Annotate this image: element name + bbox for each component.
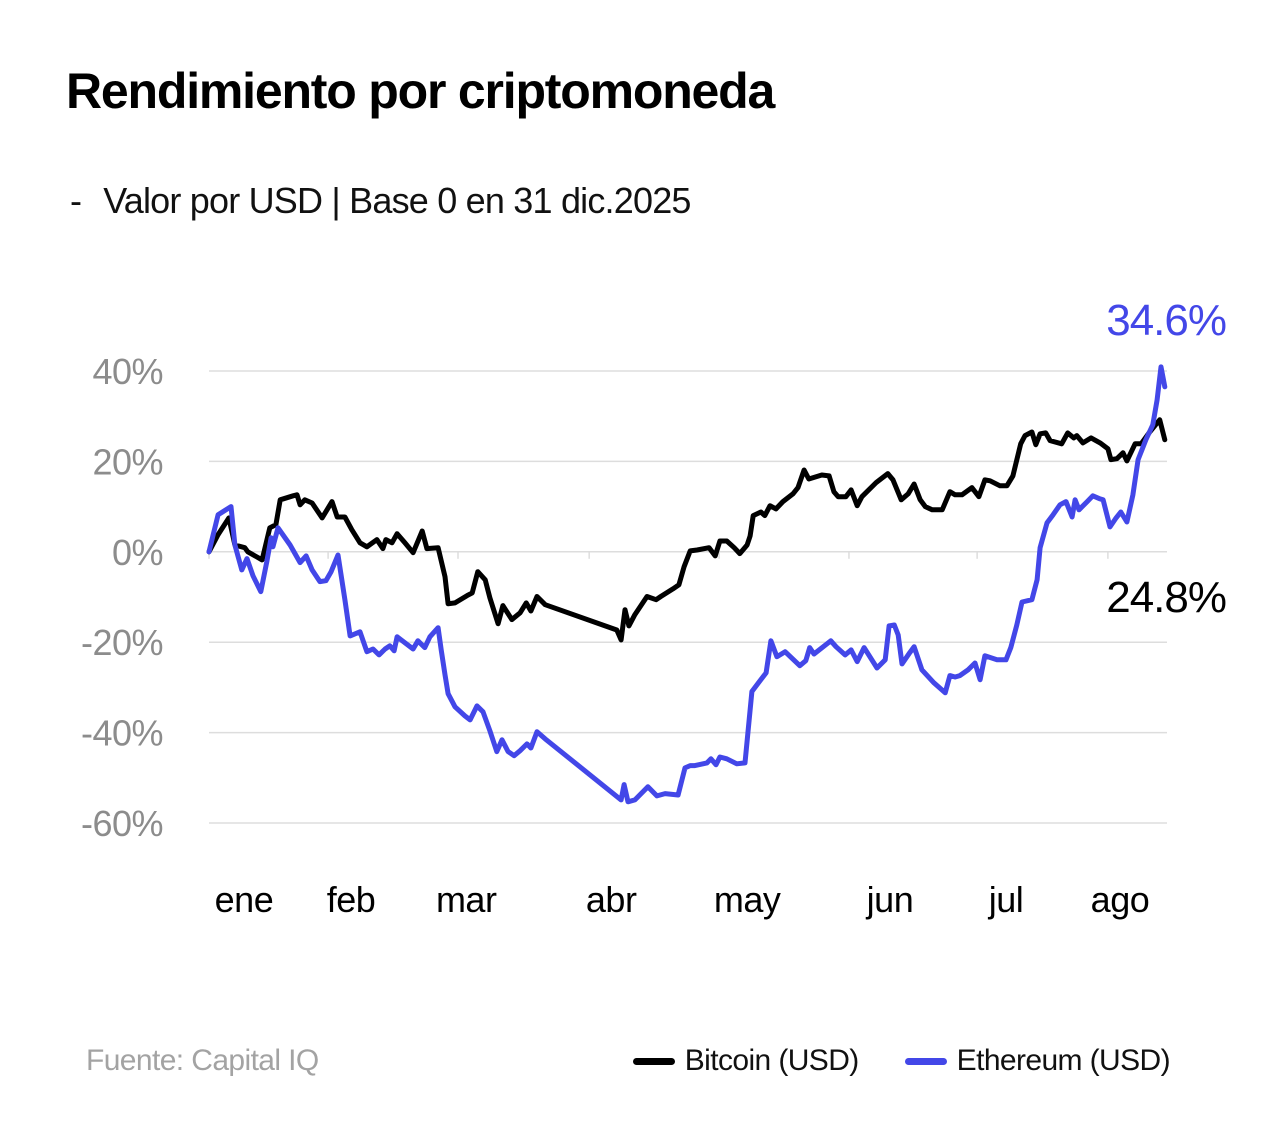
legend-label-ethereum: Ethereum (USD) xyxy=(956,1044,1171,1077)
y-axis-labels: 40% 20% 0% -20% -40% -60% xyxy=(81,351,164,844)
x-tick-label: feb xyxy=(327,879,376,920)
series-line-bitcoin xyxy=(206,417,1168,643)
y-tick-label: 40% xyxy=(92,351,163,392)
y-tick-label: -60% xyxy=(81,803,163,844)
legend-swatch-bitcoin xyxy=(632,1057,675,1065)
legend-item-bitcoin: Bitcoin (USD) xyxy=(632,1044,860,1078)
x-axis-labels: ene feb mar abr may jun jul ago xyxy=(215,879,1150,920)
x-tick-label: ene xyxy=(215,879,274,920)
y-tick-label: 20% xyxy=(92,441,163,482)
legend-swatch-ethereum xyxy=(904,1057,947,1065)
x-tick-label: mar xyxy=(436,879,497,920)
x-tick-label: jul xyxy=(988,879,1024,920)
x-tick-label: abr xyxy=(586,879,637,920)
y-tick-label: -20% xyxy=(81,622,163,663)
end-labels: 24.8% 34.6% xyxy=(1106,296,1227,622)
legend-item-ethereum: Ethereum (USD) xyxy=(904,1044,1171,1078)
chart-subtitle: - Valor por USD | Base 0 en 31 dic.2025 xyxy=(70,180,691,222)
x-tick-label: ago xyxy=(1091,879,1150,920)
x-tick-label: may xyxy=(714,879,781,920)
y-tick-label: 0% xyxy=(112,532,163,573)
end-label-ethereum: 34.6% xyxy=(1106,296,1226,345)
end-label-bitcoin: 24.8% xyxy=(1106,573,1226,622)
chart-title: Rendimiento por criptomoneda xyxy=(66,63,775,119)
series-lines xyxy=(206,364,1168,805)
legend: Bitcoin (USD) Ethereum (USD) xyxy=(587,1044,1171,1078)
legend-label-bitcoin: Bitcoin (USD) xyxy=(684,1044,860,1077)
subtitle-text: Valor por USD | Base 0 en 31 dic.2025 xyxy=(103,180,691,221)
source-note: Fuente: Capital IQ xyxy=(86,1044,319,1077)
x-axis-ticks xyxy=(208,551,1109,559)
y-tick-label: -40% xyxy=(81,713,163,754)
subtitle-dash: - xyxy=(70,180,82,221)
series-line-ethereum xyxy=(206,364,1168,805)
x-tick-label: jun xyxy=(866,879,914,920)
